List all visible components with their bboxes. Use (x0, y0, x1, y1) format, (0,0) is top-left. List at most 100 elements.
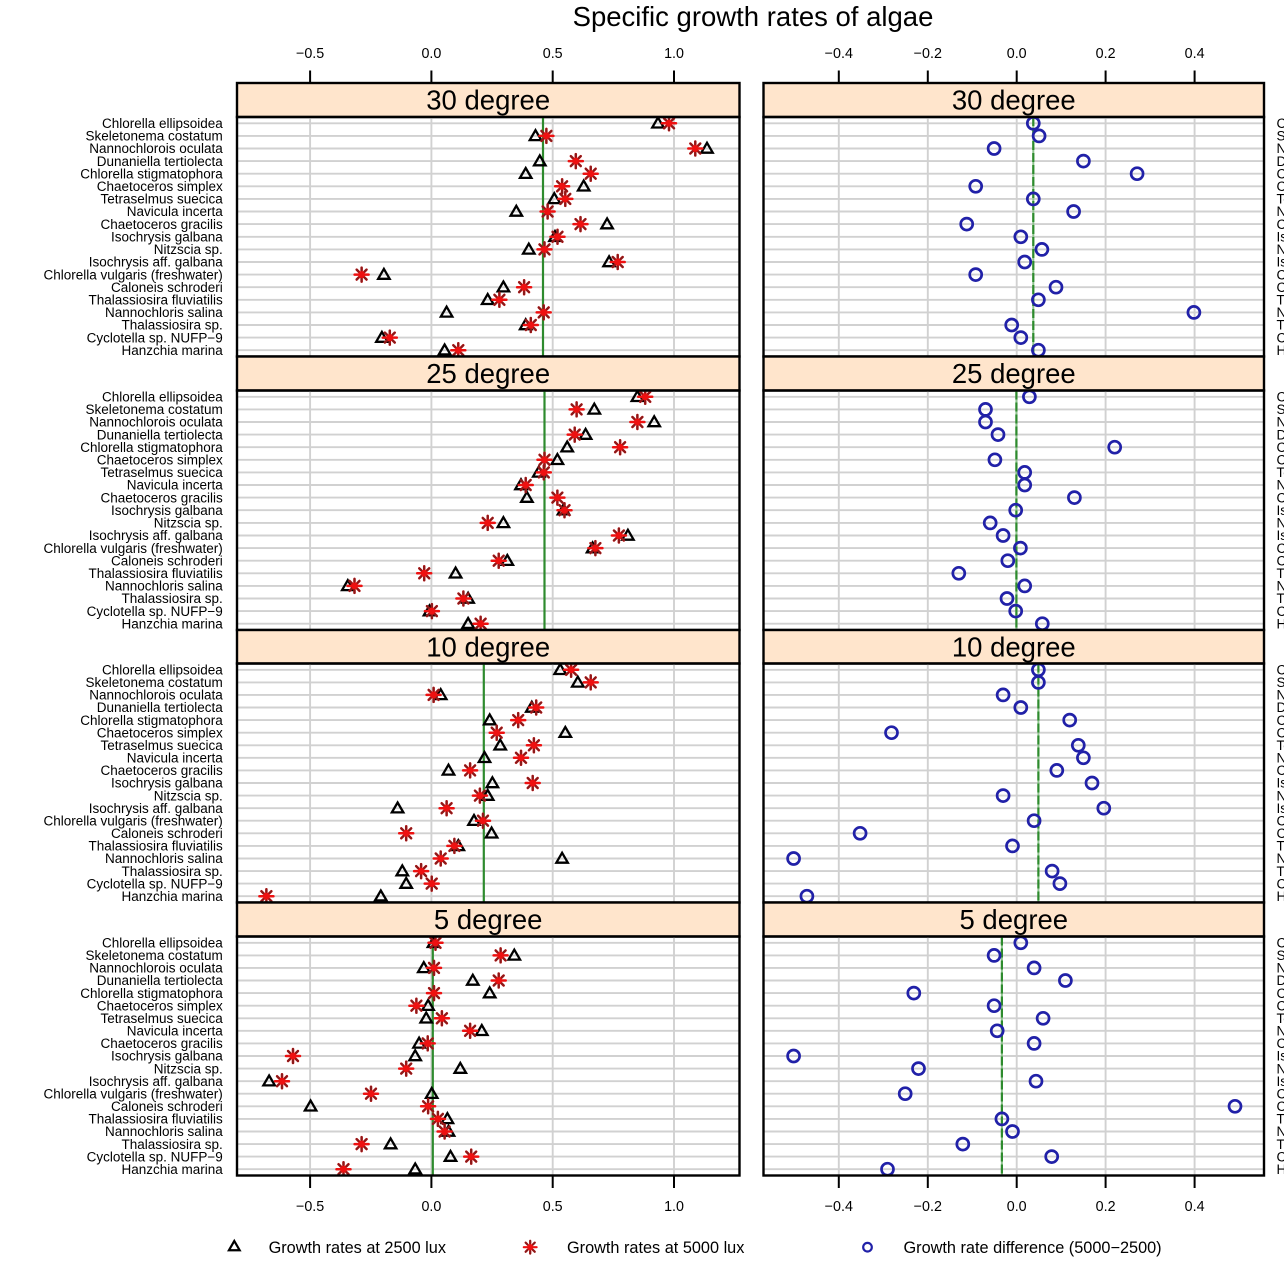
svg-text:Chlorella vulgaris (freshwater: Chlorella vulgaris (freshwater) (1277, 541, 1284, 556)
svg-text:Cyclotella sp. NUFP−9: Cyclotella sp. NUFP−9 (1277, 604, 1284, 619)
svg-text:Nitzscia sp.: Nitzscia sp. (154, 516, 223, 531)
svg-text:Nannochlorois oculata: Nannochlorois oculata (1277, 961, 1284, 976)
svg-text:Dunaniella tertiolecta: Dunaniella tertiolecta (1277, 154, 1284, 169)
svg-text:Nitzscia sp.: Nitzscia sp. (1277, 242, 1284, 257)
svg-text:Tetraselmus suecica: Tetraselmus suecica (1277, 192, 1284, 207)
svg-text:Hanzchia marina: Hanzchia marina (122, 616, 224, 631)
svg-text:Chaetoceros gracilis: Chaetoceros gracilis (1277, 1036, 1284, 1051)
svg-text:Chaetoceros simplex: Chaetoceros simplex (1277, 179, 1284, 194)
svg-text:Chaetoceros simplex: Chaetoceros simplex (1277, 725, 1284, 740)
svg-text:Nitzscia sp.: Nitzscia sp. (1277, 788, 1284, 803)
svg-text:Isochrysis aff. galbana: Isochrysis aff. galbana (1277, 801, 1284, 816)
svg-text:Navicula incerta: Navicula incerta (1277, 204, 1284, 219)
svg-text:Chaetoceros simplex: Chaetoceros simplex (97, 998, 223, 1013)
svg-text:Thalassiosira sp.: Thalassiosira sp. (122, 591, 223, 606)
svg-text:Isochrysis galbana: Isochrysis galbana (1277, 503, 1284, 518)
svg-text:Isochrysis galbana: Isochrysis galbana (111, 503, 223, 518)
svg-text:Thalassiosira fluviatilis: Thalassiosira fluviatilis (89, 293, 224, 308)
svg-text:Tetraselmus suecica: Tetraselmus suecica (100, 192, 223, 207)
svg-text:Chlorella vulgaris (freshwater: Chlorella vulgaris (freshwater) (1277, 267, 1284, 282)
svg-text:Caloneis schroderi: Caloneis schroderi (111, 1099, 223, 1114)
svg-text:Chlorella stigmatophora: Chlorella stigmatophora (80, 986, 223, 1001)
svg-text:−0.2: −0.2 (914, 1199, 942, 1215)
svg-text:Chlorella stigmatophora: Chlorella stigmatophora (1277, 440, 1284, 455)
svg-text:Hanzchia marina: Hanzchia marina (122, 343, 224, 358)
svg-text:Hanzchia marina: Hanzchia marina (1277, 343, 1284, 358)
svg-text:Growth rate difference (5000−2: Growth rate difference (5000−2500) (904, 1239, 1162, 1257)
svg-text:Tetraselmus suecica: Tetraselmus suecica (100, 738, 223, 753)
svg-text:Chlorella ellipsoidea: Chlorella ellipsoidea (1277, 390, 1284, 405)
svg-text:Navicula incerta: Navicula incerta (1277, 478, 1284, 493)
svg-text:−0.5: −0.5 (296, 1199, 324, 1215)
svg-text:Cyclotella sp. NUFP−9: Cyclotella sp. NUFP−9 (87, 1149, 223, 1164)
svg-text:Isochrysis aff. galbana: Isochrysis aff. galbana (89, 528, 224, 543)
svg-text:Thalassiosira fluviatilis: Thalassiosira fluviatilis (1277, 566, 1284, 581)
svg-text:Growth rates at 2500 lux: Growth rates at 2500 lux (269, 1239, 446, 1257)
svg-text:Chlorella ellipsoidea: Chlorella ellipsoidea (1277, 936, 1284, 951)
svg-text:Nannochlorois oculata: Nannochlorois oculata (89, 961, 223, 976)
svg-text:Thalassiosira sp.: Thalassiosira sp. (1277, 864, 1284, 879)
svg-text:Dunaniella tertiolecta: Dunaniella tertiolecta (1277, 700, 1284, 715)
svg-text:10 degree: 10 degree (952, 631, 1076, 662)
svg-text:Isochrysis aff. galbana: Isochrysis aff. galbana (89, 801, 224, 816)
svg-text:Nitzscia sp.: Nitzscia sp. (1277, 516, 1284, 531)
svg-text:Skeletonema costatum: Skeletonema costatum (1277, 675, 1284, 690)
svg-text:Nannochloris salina: Nannochloris salina (105, 851, 223, 866)
svg-text:Nannochlorois oculata: Nannochlorois oculata (1277, 141, 1284, 156)
svg-text:Dunaniella tertiolecta: Dunaniella tertiolecta (97, 973, 224, 988)
svg-text:Skeletonema costatum: Skeletonema costatum (85, 948, 222, 963)
svg-text:Isochrysis aff. galbana: Isochrysis aff. galbana (1277, 255, 1284, 270)
svg-text:Chaetoceros gracilis: Chaetoceros gracilis (100, 217, 223, 232)
svg-text:Isochrysis galbana: Isochrysis galbana (111, 1049, 223, 1064)
svg-text:−0.4: −0.4 (825, 1199, 853, 1215)
svg-text:Nannochloris salina: Nannochloris salina (105, 305, 223, 320)
svg-text:10 degree: 10 degree (426, 631, 550, 662)
svg-text:Skeletonema costatum: Skeletonema costatum (85, 402, 222, 417)
svg-text:Nannochloris salina: Nannochloris salina (1277, 305, 1284, 320)
svg-text:5 degree: 5 degree (960, 904, 1069, 935)
svg-text:Chlorella ellipsoidea: Chlorella ellipsoidea (1277, 116, 1284, 131)
svg-text:Cyclotella sp. NUFP−9: Cyclotella sp. NUFP−9 (1277, 876, 1284, 891)
svg-text:Thalassiosira fluviatilis: Thalassiosira fluviatilis (89, 566, 224, 581)
svg-text:Navicula incerta: Navicula incerta (127, 478, 224, 493)
svg-text:Caloneis schroderi: Caloneis schroderi (111, 553, 223, 568)
svg-text:Nitzscia sp.: Nitzscia sp. (154, 1061, 223, 1076)
svg-text:Hanzchia marina: Hanzchia marina (1277, 889, 1284, 904)
svg-text:Nannochlorois oculata: Nannochlorois oculata (89, 415, 223, 430)
svg-text:Chlorella vulgaris (freshwater: Chlorella vulgaris (freshwater) (1277, 813, 1284, 828)
svg-text:Chlorella vulgaris (freshwater: Chlorella vulgaris (freshwater) (43, 267, 222, 282)
svg-text:0.2: 0.2 (1096, 46, 1116, 62)
svg-text:Skeletonema costatum: Skeletonema costatum (1277, 948, 1284, 963)
svg-text:Thalassiosira sp.: Thalassiosira sp. (1277, 1137, 1284, 1152)
svg-text:Chaetoceros gracilis: Chaetoceros gracilis (100, 1036, 223, 1051)
svg-text:Chaetoceros gracilis: Chaetoceros gracilis (1277, 763, 1284, 778)
svg-text:Caloneis schroderi: Caloneis schroderi (111, 826, 223, 841)
svg-text:Thalassiosira fluviatilis: Thalassiosira fluviatilis (1277, 293, 1284, 308)
svg-text:Chlorella stigmatophora: Chlorella stigmatophora (80, 166, 223, 181)
svg-text:Chlorella vulgaris (freshwater: Chlorella vulgaris (freshwater) (43, 1086, 222, 1101)
svg-text:Chlorella stigmatophora: Chlorella stigmatophora (1277, 166, 1284, 181)
svg-text:Nannochlorois oculata: Nannochlorois oculata (1277, 415, 1284, 430)
svg-text:−0.2: −0.2 (914, 46, 942, 62)
svg-text:Caloneis schroderi: Caloneis schroderi (111, 280, 223, 295)
svg-text:Cyclotella sp. NUFP−9: Cyclotella sp. NUFP−9 (1277, 330, 1284, 345)
svg-text:Nannochlorois oculata: Nannochlorois oculata (1277, 688, 1284, 703)
svg-text:Chlorella ellipsoidea: Chlorella ellipsoidea (102, 936, 223, 951)
svg-text:1.0: 1.0 (664, 1199, 684, 1215)
svg-text:0.4: 0.4 (1185, 46, 1205, 62)
svg-text:Isochrysis galbana: Isochrysis galbana (1277, 1049, 1284, 1064)
svg-text:Skeletonema costatum: Skeletonema costatum (1277, 402, 1284, 417)
svg-text:Navicula incerta: Navicula incerta (1277, 751, 1284, 766)
svg-text:Skeletonema costatum: Skeletonema costatum (85, 675, 222, 690)
svg-text:Caloneis schroderi: Caloneis schroderi (1277, 280, 1284, 295)
svg-text:Chaetoceros simplex: Chaetoceros simplex (97, 725, 223, 740)
svg-text:Nannochloris salina: Nannochloris salina (1277, 1124, 1284, 1139)
svg-text:Isochrysis galbana: Isochrysis galbana (1277, 229, 1284, 244)
svg-text:Tetraselmus suecica: Tetraselmus suecica (100, 1011, 223, 1026)
svg-text:Hanzchia marina: Hanzchia marina (1277, 1162, 1284, 1177)
svg-text:1.0: 1.0 (664, 46, 684, 62)
svg-text:0.0: 0.0 (1007, 46, 1027, 62)
svg-text:Hanzchia marina: Hanzchia marina (1277, 616, 1284, 631)
svg-text:Thalassiosira sp.: Thalassiosira sp. (122, 318, 223, 333)
svg-text:25 degree: 25 degree (426, 358, 550, 389)
